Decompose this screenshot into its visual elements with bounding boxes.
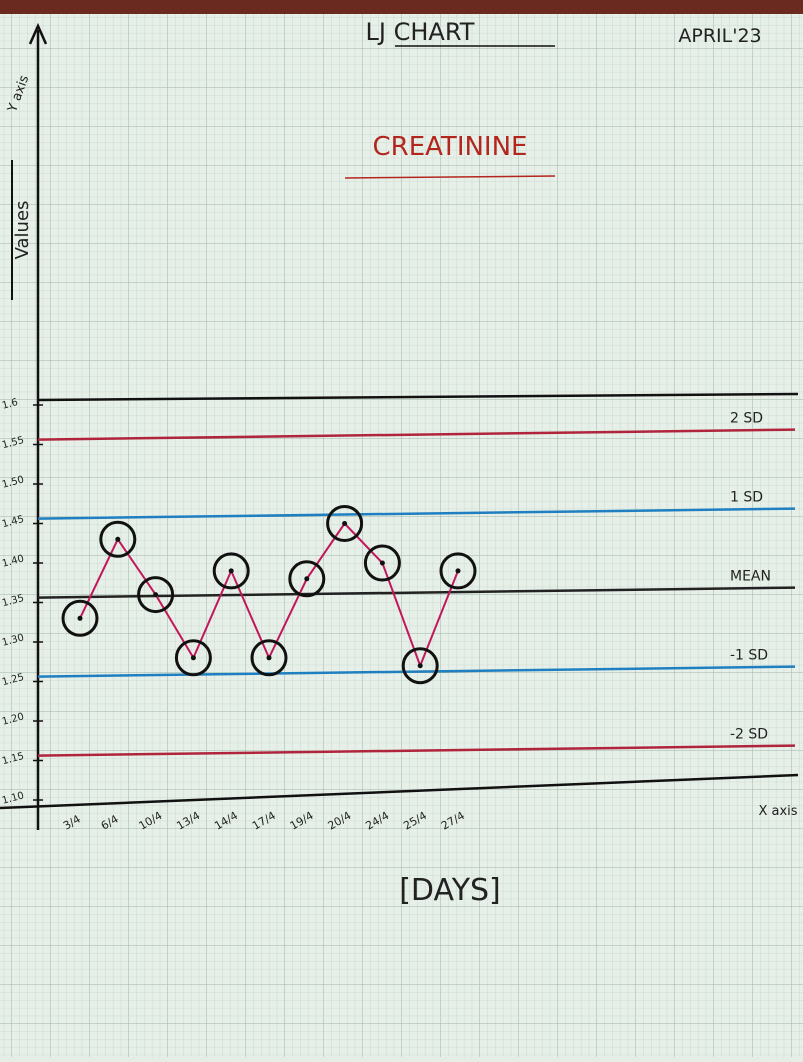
data-point bbox=[115, 537, 120, 542]
x-label: [DAYS] bbox=[399, 873, 501, 908]
data-point bbox=[342, 521, 347, 526]
reference-label: 2 SD bbox=[730, 411, 763, 427]
page: LJ CHART APRIL'23 CREATININE Values Y ax… bbox=[0, 0, 803, 1057]
data-point bbox=[191, 655, 196, 660]
title: LJ CHART bbox=[366, 18, 475, 46]
date: APRIL'23 bbox=[678, 25, 761, 47]
reference-label: -1 SD bbox=[730, 648, 768, 664]
data-point bbox=[229, 568, 234, 573]
chart: LJ CHART APRIL'23 CREATININE Values Y ax… bbox=[0, 0, 803, 1057]
reference-label: MEAN bbox=[730, 569, 771, 585]
data-point bbox=[380, 561, 385, 566]
data-point bbox=[456, 568, 461, 573]
data-point bbox=[304, 576, 309, 581]
data-point bbox=[418, 663, 423, 668]
data-point bbox=[153, 592, 158, 597]
top-edge bbox=[0, 0, 803, 14]
subtitle: CREATININE bbox=[373, 132, 528, 162]
data-point bbox=[78, 616, 83, 621]
reference-label: 1 SD bbox=[730, 490, 763, 506]
y-label: Values bbox=[12, 201, 33, 260]
reference-label: -2 SD bbox=[730, 727, 768, 743]
x-axis-label: X axis bbox=[758, 804, 797, 819]
data-point bbox=[267, 655, 272, 660]
